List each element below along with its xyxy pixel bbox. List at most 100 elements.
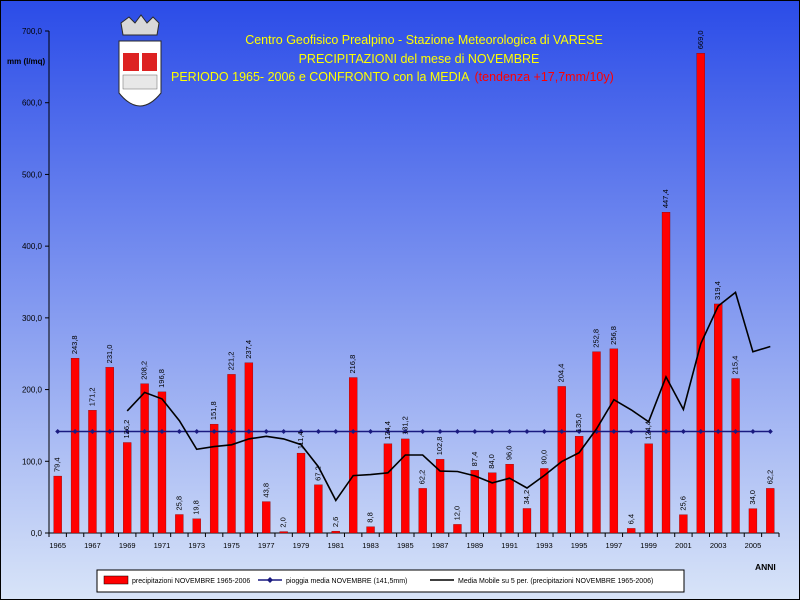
bar-value-label: 8,8 (366, 512, 375, 522)
bar-value-label: 34,0 (748, 490, 757, 505)
bar-value-label: 102,8 (435, 436, 444, 455)
mean-marker (489, 429, 495, 435)
bar-value-label: 79,4 (53, 457, 62, 472)
chart-title-line1: Centro Geofisico Prealpino - Stazione Me… (245, 33, 603, 47)
mean-marker (698, 429, 704, 435)
mean-marker (350, 429, 356, 435)
x-tick-label: 1971 (154, 541, 171, 550)
bar (244, 362, 254, 534)
mean-marker (454, 429, 460, 435)
legend-swatch-bars (103, 575, 129, 585)
mean-marker (750, 429, 756, 435)
mean-marker (559, 429, 565, 435)
x-tick-label: 1969 (119, 541, 136, 550)
bar-value-label: 2,0 (279, 517, 288, 527)
bar-value-label: 62,2 (765, 470, 774, 485)
bar-value-label: 171,2 (87, 387, 96, 406)
legend-label-mean: pioggia media NOVEMBRE (141,5mm) (286, 578, 407, 585)
bar-value-label: 87,4 (470, 452, 479, 467)
legend-label-bars: precipitazioni NOVEMBRE 1965-2006 (132, 578, 250, 585)
bar-value-label: 62,2 (418, 470, 427, 485)
bar (609, 348, 619, 534)
bar (88, 410, 97, 534)
bar-value-label: 215,4 (731, 356, 740, 375)
bar (401, 438, 410, 534)
mean-marker (333, 429, 339, 435)
bar (644, 443, 653, 534)
mean-marker (142, 429, 148, 435)
bar-value-label: 669,0 (696, 30, 705, 49)
bar (105, 367, 114, 534)
bar (627, 528, 636, 534)
x-tick-label: 1965 (49, 541, 66, 550)
y-tick-label: 600,0 (22, 99, 43, 108)
mean-marker (611, 429, 617, 435)
bar-value-label: 2,6 (331, 517, 340, 527)
bar (731, 378, 740, 534)
bar (227, 374, 236, 534)
x-tick-label: 1983 (362, 541, 379, 550)
bar-value-label: 221,2 (227, 352, 236, 371)
bar-value-label: 25,8 (174, 496, 183, 511)
bar (140, 383, 149, 534)
mean-marker (420, 429, 426, 435)
bar (314, 484, 323, 534)
mean-marker (663, 429, 669, 435)
moving-average-series (126, 291, 771, 502)
bar (331, 530, 340, 534)
mean-marker (107, 429, 113, 435)
x-tick-label: 1989 (466, 541, 483, 550)
bar-value-label: 243,8 (70, 335, 79, 354)
legend-item-bars: precipitazioni NOVEMBRE 1965-2006 (103, 575, 250, 585)
legend-item-mean: pioggia media NOVEMBRE (141,5mm) (258, 577, 407, 585)
mean-marker (541, 429, 547, 435)
legend-box (96, 569, 685, 593)
bar (540, 468, 549, 534)
x-tick-label: 1995 (571, 541, 588, 550)
bar-value-label: 196,8 (157, 369, 166, 388)
coat-of-arms-logo (118, 14, 162, 107)
bar (349, 377, 358, 534)
bar-value-label: 231,0 (105, 345, 114, 364)
legend: precipitazioni NOVEMBRE 1965-2006 pioggi… (96, 569, 685, 593)
mean-marker (680, 429, 686, 435)
bar-value-label: 151,8 (209, 401, 218, 420)
bar-value-label: 208,2 (140, 361, 149, 380)
mean-marker (628, 429, 634, 435)
y-tick-label: 700,0 (22, 27, 43, 36)
bar (279, 531, 288, 534)
mean-marker (194, 429, 200, 435)
x-tick-label: 2003 (710, 541, 727, 550)
bar-value-label: 204,4 (557, 364, 566, 383)
x-tick-label: 1975 (223, 541, 240, 550)
x-axis-label: ANNI (755, 562, 776, 572)
bar (192, 518, 201, 534)
mean-marker (72, 429, 78, 435)
bar (661, 212, 671, 534)
bar-value-label: 135,0 (574, 413, 583, 432)
bar-value-label: 252,8 (592, 329, 601, 348)
bar (70, 358, 80, 534)
bar (209, 423, 219, 534)
x-tick-label: 1979 (293, 541, 310, 550)
bar-value-label: 25,6 (678, 496, 687, 511)
bar-value-label: 237,4 (244, 340, 253, 359)
mean-marker (55, 429, 61, 435)
bar-value-label: 126,2 (122, 420, 131, 439)
bar (53, 475, 62, 534)
mean-marker (507, 429, 513, 435)
mean-marker (159, 429, 165, 435)
mean-marker (472, 429, 478, 435)
bar (714, 303, 723, 534)
bar (123, 442, 132, 534)
bar-value-label: 447,4 (661, 189, 670, 208)
bar (505, 464, 514, 534)
x-tick-label: 2001 (675, 541, 692, 550)
mean-marker (89, 429, 95, 435)
bar-value-label: 34,2 (522, 490, 531, 505)
bar (366, 526, 375, 534)
bar-value-label: 12,0 (452, 506, 461, 521)
bar-value-labels: 79,4 243,8 171,2 231,0 126,2 208,2 196,8 25,8 19… (53, 30, 775, 527)
